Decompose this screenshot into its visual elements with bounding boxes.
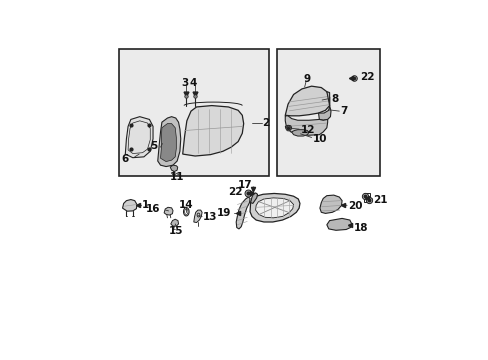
Text: 16: 16: [146, 204, 160, 214]
Polygon shape: [193, 210, 202, 222]
Text: 7: 7: [340, 106, 347, 116]
Text: 10: 10: [313, 134, 327, 144]
Polygon shape: [319, 195, 342, 213]
Text: 11: 11: [169, 172, 184, 182]
Text: 19: 19: [216, 208, 231, 218]
Text: 22: 22: [228, 187, 243, 197]
Text: 6: 6: [121, 154, 128, 164]
Polygon shape: [170, 165, 177, 172]
Text: 9: 9: [303, 74, 310, 84]
Text: 5: 5: [150, 141, 157, 151]
Text: 2: 2: [262, 118, 269, 128]
Text: 4: 4: [189, 77, 197, 87]
Text: 1: 1: [142, 201, 149, 210]
Text: 18: 18: [353, 223, 367, 233]
Polygon shape: [158, 117, 181, 167]
Polygon shape: [122, 199, 137, 211]
Bar: [119, 49, 268, 176]
Polygon shape: [326, 219, 351, 230]
Polygon shape: [291, 130, 308, 136]
Polygon shape: [236, 197, 249, 229]
Polygon shape: [318, 92, 330, 120]
Polygon shape: [125, 117, 153, 158]
Text: 13: 13: [203, 212, 217, 222]
Polygon shape: [160, 123, 176, 162]
Polygon shape: [249, 193, 299, 222]
Text: 22: 22: [359, 72, 374, 82]
Text: 21: 21: [373, 195, 387, 205]
Text: 12: 12: [301, 125, 315, 135]
Polygon shape: [170, 219, 178, 226]
Polygon shape: [285, 115, 327, 135]
Text: 14: 14: [178, 201, 193, 210]
Text: 20: 20: [347, 201, 362, 211]
Text: 3: 3: [181, 77, 188, 87]
Polygon shape: [285, 86, 329, 116]
Polygon shape: [250, 193, 257, 203]
Polygon shape: [285, 125, 291, 130]
Polygon shape: [183, 105, 243, 156]
Bar: [276, 49, 379, 176]
Polygon shape: [164, 207, 173, 215]
Text: 15: 15: [169, 226, 183, 236]
Text: 8: 8: [330, 94, 338, 104]
Polygon shape: [255, 198, 293, 218]
Text: 17: 17: [237, 180, 251, 190]
